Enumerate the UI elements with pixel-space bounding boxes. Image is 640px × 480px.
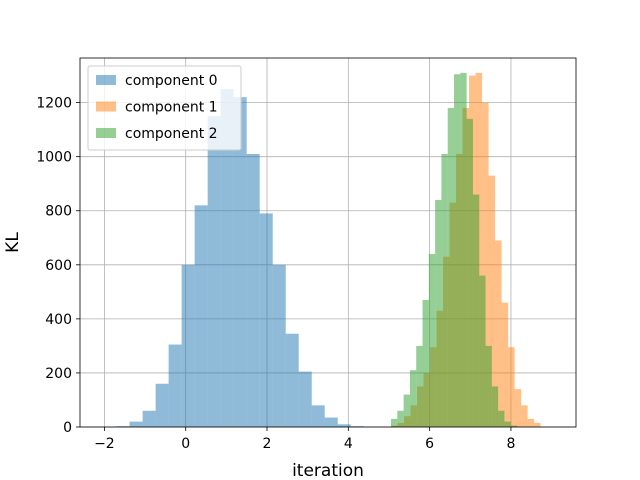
histogram-bar [129, 421, 143, 427]
y-tick-label: 800 [45, 204, 72, 220]
histogram-bar [397, 410, 404, 427]
legend-swatch [96, 128, 116, 138]
y-tick-label: 0 [63, 420, 72, 436]
histogram-bar [435, 199, 442, 427]
histogram-bar [155, 383, 169, 427]
histogram-bar [142, 410, 156, 427]
axis-ticks: −2 0 2 4 6 8 0 200 400 600 800 1000 1200 [36, 96, 515, 452]
histogram-bar [311, 405, 325, 427]
histogram-bar [422, 299, 429, 427]
legend-label: component 0 [125, 73, 218, 89]
histogram-bar [181, 264, 195, 427]
histogram-bar [498, 410, 505, 427]
histogram-bar [194, 205, 208, 427]
histogram-bar [488, 175, 496, 427]
legend: component 0 component 1 component 2 [87, 65, 242, 151]
histogram-bar [504, 421, 511, 427]
legend-box [87, 65, 242, 151]
histogram-bar [324, 417, 338, 427]
histogram-bar [403, 394, 410, 427]
histogram-bar [466, 118, 473, 428]
histogram-bar [521, 405, 528, 427]
histogram-bar [460, 72, 467, 427]
histogram-bar [259, 213, 273, 427]
histogram-bar [485, 345, 492, 427]
histogram-bar [495, 240, 502, 427]
histogram-bar [482, 102, 489, 427]
histogram-bar [272, 264, 286, 427]
histogram-bar [527, 418, 535, 427]
histogram-bar [514, 389, 522, 427]
histogram-bar [409, 370, 417, 427]
plot-frame [79, 57, 577, 428]
histogram-bar [491, 386, 499, 427]
histogram-bar [337, 424, 351, 427]
histogram-bar [233, 97, 247, 427]
histogram-bar [350, 426, 364, 427]
histogram-bar [472, 194, 480, 427]
y-tick-label: 1200 [36, 96, 72, 112]
y-axis-label: KL [3, 232, 23, 253]
histogram-bar [285, 333, 299, 427]
y-tick-label: 200 [45, 366, 72, 382]
histogram-bar [510, 425, 518, 427]
histogram-bar [168, 344, 182, 427]
histogram-bar [416, 345, 423, 427]
histogram-bar [298, 371, 312, 427]
histogram-bar [246, 153, 260, 427]
histogram-bar [454, 74, 461, 427]
x-tick-label: 2 [263, 436, 272, 452]
x-tick-label: 0 [181, 436, 190, 452]
y-tick-label: 600 [45, 258, 72, 274]
legend-swatch [96, 75, 116, 85]
x-tick-label: 8 [506, 436, 515, 452]
histogram-bar [441, 153, 448, 427]
histogram-bar [479, 275, 486, 427]
legend-label: component 1 [125, 100, 218, 116]
x-axis-label: iteration [292, 461, 364, 480]
histogram-bar [207, 116, 221, 427]
legend-label: component 2 [125, 126, 218, 142]
x-tick-label: 6 [425, 436, 434, 452]
histogram-bars [116, 72, 541, 428]
series-2-bars [391, 72, 518, 428]
histogram-bar [447, 108, 455, 427]
series-0-bars [116, 89, 364, 427]
y-tick-label: 1000 [36, 150, 72, 166]
histogram-bar [501, 302, 509, 427]
legend-swatch [96, 101, 116, 112]
x-tick-label: 4 [344, 436, 353, 452]
y-tick-label: 400 [45, 312, 72, 328]
histogram-bar [391, 418, 398, 427]
histogram-bar [428, 253, 436, 427]
histogram-bar [116, 426, 130, 427]
histogram-bar [534, 422, 541, 427]
x-tick-label: −2 [94, 436, 115, 452]
histogram-bar [220, 89, 234, 427]
histogram-bar [508, 347, 515, 427]
